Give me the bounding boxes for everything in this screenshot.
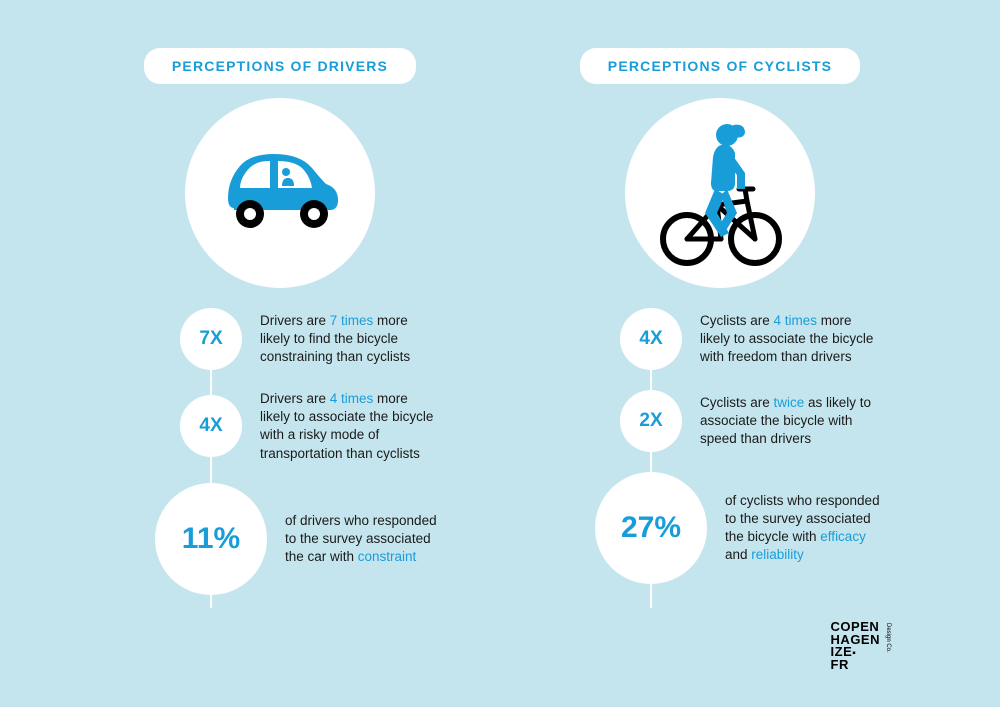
drivers-stat-1: 7X Drivers are 7 times more likely to fi…: [110, 308, 450, 370]
car-icon: [210, 148, 350, 238]
stat-badge-big: 11%: [155, 483, 267, 595]
drivers-column: PERCEPTIONS OF DRIVERS 7X Drivers are 7 …: [110, 48, 450, 595]
drivers-title: PERCEPTIONS OF DRIVERS: [144, 48, 416, 84]
copenhagenize-logo: COPEN HAGEN IZE▪ FR Design Co.: [831, 621, 880, 671]
cyclists-stat-1: 4X Cyclists are 4 times more likely to a…: [550, 308, 890, 370]
stat-text: Drivers are 7 times more likely to find …: [260, 312, 440, 367]
drivers-stat-2: 4X Drivers are 4 times more likely to as…: [110, 390, 450, 463]
stat-text: Cyclists are twice as likely to associat…: [700, 394, 880, 449]
infographic-columns: PERCEPTIONS OF DRIVERS 7X Drivers are 7 …: [0, 0, 1000, 595]
drivers-stat-3: 11% of drivers who responded to the surv…: [110, 483, 450, 595]
cyclists-icon-circle: [625, 98, 815, 288]
stat-text: Cyclists are 4 times more likely to asso…: [700, 312, 880, 367]
cyclists-stat-3: 27% of cyclists who responded to the sur…: [550, 472, 890, 584]
cyclists-column: PERCEPTIONS OF CYCLISTS: [550, 48, 890, 595]
cyclists-stat-2: 2X Cyclists are twice as likely to assoc…: [550, 390, 890, 452]
logo-side: Design Co.: [884, 623, 890, 653]
stat-badge: 4X: [180, 395, 242, 457]
stat-text: of drivers who responded to the survey a…: [285, 512, 450, 567]
stat-text: of cyclists who responded to the survey …: [725, 492, 890, 565]
stat-text: Drivers are 4 times more likely to assoc…: [260, 390, 440, 463]
cyclists-title: PERCEPTIONS OF CYCLISTS: [580, 48, 860, 84]
drivers-icon-circle: [185, 98, 375, 288]
stat-badge: 2X: [620, 390, 682, 452]
stat-badge: 4X: [620, 308, 682, 370]
logo-line: FR: [831, 659, 880, 671]
stat-badge-big: 27%: [595, 472, 707, 584]
stat-badge: 7X: [180, 308, 242, 370]
cyclist-icon: [645, 113, 795, 273]
